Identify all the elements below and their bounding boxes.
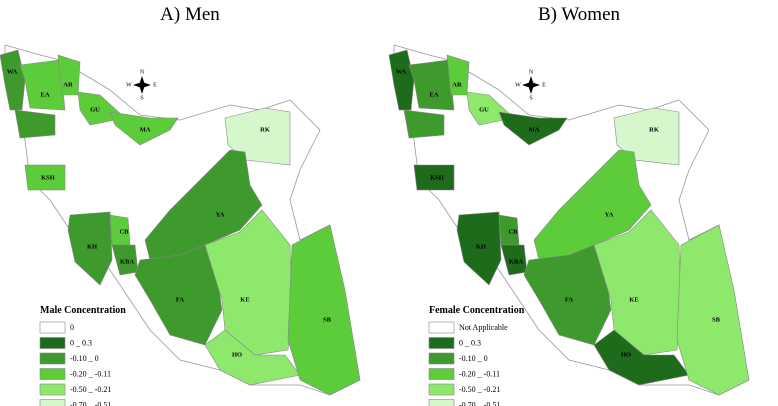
province — [144, 149, 263, 261]
province-label: YA — [216, 211, 225, 218]
province — [403, 109, 445, 139]
province — [498, 111, 568, 146]
province-label: CB — [119, 228, 129, 235]
province-label: KBA — [120, 258, 134, 265]
province-label: KE — [240, 296, 249, 303]
province-label: KE — [629, 296, 638, 303]
legend-label: -0.50 _ -0.21 — [459, 385, 500, 394]
legend-swatch — [39, 383, 66, 396]
province-label: KH — [87, 243, 97, 250]
province-label: CB — [508, 228, 518, 235]
legend-label: 0 _ 0.3 — [459, 338, 481, 347]
province-label: AR — [452, 81, 462, 88]
province — [109, 111, 179, 146]
province — [408, 59, 455, 111]
province-label: SB — [712, 316, 721, 323]
compass-rose — [522, 82, 540, 88]
province — [676, 224, 750, 396]
province-label: FA — [176, 296, 184, 303]
map-panel: B) Women WA EA AR GU MA RK KSH KH CB KBA YA FA KE HO SB… — [388, 4, 750, 406]
legend-swatch — [39, 352, 66, 365]
compass-s: S — [140, 95, 143, 101]
province-label: KH — [476, 243, 486, 250]
legend-swatch — [428, 368, 455, 380]
legend-label: 0 — [70, 323, 74, 332]
legend-label: -0.70 _ -0.51 — [459, 400, 500, 406]
province-label: KBA — [509, 258, 523, 265]
legend-swatch — [428, 321, 455, 334]
legend-swatch — [39, 399, 66, 406]
province — [204, 329, 301, 386]
compass-rose — [133, 82, 151, 88]
province — [613, 107, 680, 166]
compass-w: W — [126, 82, 132, 88]
compass-w: W — [515, 82, 521, 88]
legend-swatch — [428, 399, 455, 406]
panel-title: B) Women — [538, 4, 621, 25]
province-label: KSH — [41, 174, 55, 181]
compass-n: N — [140, 69, 145, 75]
province — [413, 164, 455, 191]
province — [14, 109, 56, 139]
province-label: HO — [232, 351, 242, 358]
province-label: EA — [429, 91, 438, 98]
legend-label: -0.20 _ -0.11 — [459, 369, 500, 378]
legend-swatch — [428, 352, 455, 365]
compass-e: E — [153, 82, 157, 88]
panel-title: A) Men — [160, 4, 220, 25]
province-label: HO — [621, 351, 631, 358]
legend-swatch — [39, 368, 66, 380]
province-label: FA — [565, 296, 573, 303]
province — [224, 107, 291, 166]
legend-title: Female Concentration — [429, 305, 525, 316]
province-label: AR — [63, 81, 73, 88]
province-label: MA — [140, 126, 151, 133]
legend-label: -0.20 _ -0.11 — [70, 369, 111, 378]
province-label: RK — [649, 126, 659, 133]
province-label: SB — [323, 316, 332, 323]
province-label: MA — [529, 126, 540, 133]
map-panel: A) Men WA EA AR GU MA RK KSH KH CB KBA YA FA KE HO SB N S… — [0, 4, 361, 406]
province — [57, 54, 81, 96]
legend-label: -0.50 _ -0.21 — [70, 385, 111, 394]
province — [593, 329, 690, 386]
legend-label: Not Applicable — [459, 323, 508, 332]
province — [446, 54, 470, 96]
legend-swatch — [39, 321, 66, 334]
province — [287, 224, 361, 396]
province — [533, 149, 652, 261]
province — [19, 59, 66, 111]
legend-swatch — [428, 383, 455, 396]
legend-swatch — [39, 337, 66, 349]
compass-s: S — [529, 95, 532, 101]
province — [388, 49, 415, 111]
province-label: KSH — [430, 174, 444, 181]
province-label: GU — [90, 106, 100, 113]
province — [134, 244, 223, 346]
legend-label: -0.70 _ -0.51 — [70, 400, 111, 406]
province-label: RK — [260, 126, 270, 133]
legend-label: -0.10 _ 0 — [70, 354, 99, 363]
province-label: EA — [40, 91, 49, 98]
legend-label: -0.10 _ 0 — [459, 354, 488, 363]
legend-swatch — [428, 337, 455, 349]
province-label: WA — [7, 68, 18, 75]
province-label: WA — [396, 68, 407, 75]
province-label: YA — [605, 211, 614, 218]
legend-label: 0 _ 0.3 — [70, 338, 92, 347]
province — [67, 211, 113, 286]
province — [0, 49, 26, 111]
compass-e: E — [542, 82, 546, 88]
province-label: GU — [479, 106, 489, 113]
province — [523, 244, 612, 346]
province — [456, 211, 502, 286]
legend-title: Male Concentration — [40, 305, 126, 316]
compass-n: N — [529, 69, 534, 75]
province — [24, 164, 66, 191]
